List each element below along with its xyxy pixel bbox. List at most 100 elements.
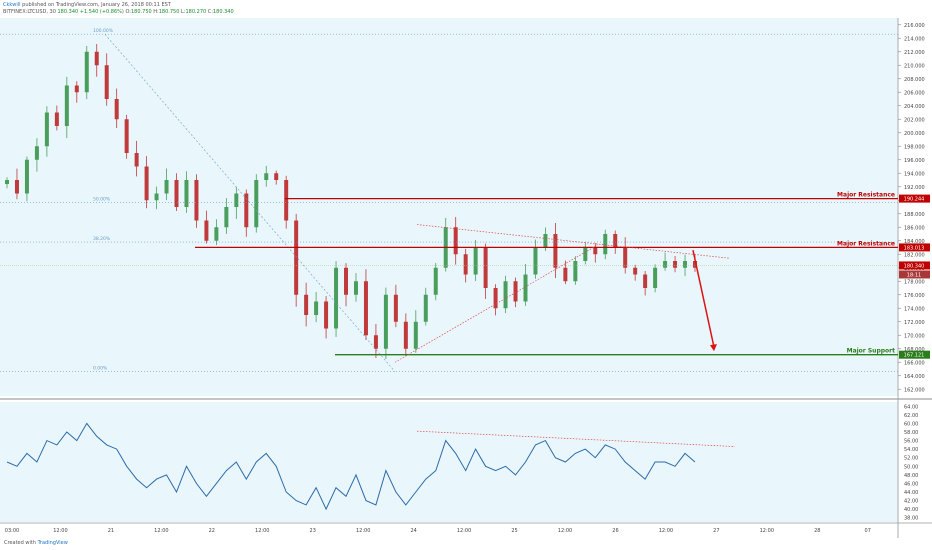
candle-body — [334, 267, 339, 329]
tradingview-brand[interactable]: TradingView — [37, 540, 68, 546]
candle-body — [54, 112, 59, 126]
candle — [154, 186, 159, 210]
time-tick-label: 24 — [410, 528, 416, 534]
candle — [363, 269, 368, 340]
candle — [623, 237, 628, 274]
candle-body — [613, 234, 618, 248]
candle-body — [214, 227, 219, 241]
candle — [393, 284, 398, 328]
time-tick-label: 12:00 — [457, 528, 471, 534]
support-label: Major Support — [847, 348, 896, 355]
candle-body — [84, 51, 89, 93]
candle-body — [284, 180, 289, 221]
candle-body — [5, 180, 9, 185]
candle — [234, 186, 239, 220]
author-name[interactable]: Ckkwill — [3, 2, 21, 8]
rsi-tick-label: 56.00 — [904, 439, 918, 445]
candle-body — [134, 153, 139, 167]
candle — [5, 177, 9, 189]
candle — [44, 106, 49, 157]
candle — [294, 213, 299, 307]
price-tick-label: 182.000 — [904, 252, 925, 258]
time-tick-label: 12:00 — [255, 528, 269, 534]
candle-body — [124, 119, 129, 153]
candle-body — [64, 85, 69, 126]
candle-body — [693, 261, 697, 268]
rsi-tick-label: 54.00 — [904, 447, 918, 453]
candle — [94, 43, 99, 77]
candle-body — [393, 294, 398, 322]
candle-body — [493, 288, 498, 309]
fib-level-label: 50.00% — [93, 196, 111, 202]
candles — [5, 43, 697, 359]
candle — [104, 53, 109, 106]
countdown-tag — [899, 270, 930, 279]
candle — [463, 248, 468, 283]
candle-body — [683, 261, 688, 268]
rsi-tick-label: 46.00 — [904, 481, 918, 487]
candle — [403, 313, 408, 357]
candle-body — [24, 159, 29, 194]
candle — [643, 270, 648, 296]
candle — [184, 171, 189, 213]
rsi-tick-label: 44.00 — [904, 490, 918, 496]
time-tick-label: 26 — [612, 528, 618, 534]
candle — [603, 229, 608, 260]
candle-body — [533, 247, 538, 275]
projection-arrow-shaft — [692, 250, 715, 348]
candle-body — [144, 166, 149, 201]
candle-body — [563, 267, 568, 282]
price-tick-label: 162.000 — [904, 387, 925, 393]
candle — [164, 168, 169, 201]
candle — [533, 239, 538, 279]
price-tick-label: 174.000 — [904, 306, 925, 312]
time-tick-label: 07 — [865, 528, 871, 534]
price-tick-label: 178.000 — [904, 279, 925, 285]
rsi-tick-label: 52.00 — [904, 456, 918, 462]
price-tick-label: 196.000 — [904, 158, 925, 164]
rsi-axis: 38.00 40.00 42.00 44.00 46.00 48.00 50.00 52.00… — [904, 404, 918, 521]
candle-body — [254, 180, 259, 228]
price-tick-label: 204.000 — [904, 104, 925, 110]
fib-level-label: 0.00% — [93, 366, 108, 372]
time-tick-label: 23 — [310, 528, 316, 534]
low-value: 180.270 — [185, 9, 207, 15]
candle — [633, 264, 638, 281]
candle — [673, 256, 678, 273]
countdown-tag-text: 18:11 — [907, 272, 921, 278]
candle — [553, 223, 558, 279]
candle — [274, 170, 279, 185]
candle-body — [164, 180, 169, 194]
candle-body — [523, 274, 528, 302]
candle-body — [94, 51, 99, 66]
candle — [174, 173, 179, 211]
resistance-price-tag-text: 183.013 — [904, 245, 925, 251]
publish-text: published on TradingView.com, January 26… — [22, 2, 171, 8]
rsi-tick-label: 58.00 — [904, 430, 918, 436]
rsi-line — [6, 422, 696, 511]
candle-body — [433, 267, 438, 295]
candle — [573, 256, 578, 285]
candle-body — [643, 274, 648, 288]
candle — [653, 264, 658, 293]
symbol-name: BITFINEX:LTCUSD, 30 — [3, 9, 56, 15]
candle — [483, 243, 488, 299]
candle-body — [653, 267, 658, 288]
candle-body — [114, 99, 119, 120]
symbol-info-line: BITFINEX:LTCUSD, 30 180.340 +1.540 (+0.8… — [3, 9, 234, 15]
high-value: 180.750 — [158, 9, 180, 15]
fibonacci-retracement: 100.00% 50.00% 38.20% 0.00% — [0, 28, 898, 373]
candle-body — [623, 247, 628, 268]
price-tick-label: 216.000 — [904, 23, 925, 29]
candle-body — [344, 267, 349, 295]
rsi-tick-label: 50.00 — [904, 464, 918, 470]
support-price-tag — [899, 350, 930, 359]
resistance-price-tag — [899, 194, 930, 203]
candle — [134, 140, 139, 177]
candle — [433, 263, 438, 301]
candle-body — [453, 227, 458, 255]
candle-body — [74, 85, 79, 93]
candle — [64, 76, 69, 139]
